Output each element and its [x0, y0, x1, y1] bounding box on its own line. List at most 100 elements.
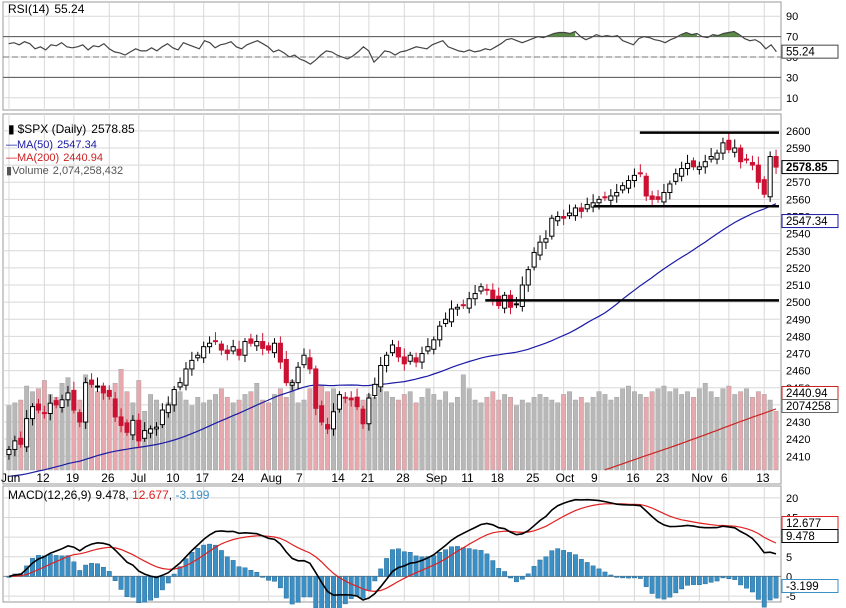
- volume-bar: [691, 397, 696, 471]
- candle-body: [749, 162, 756, 166]
- volume-bar: [573, 399, 578, 471]
- x-tick-label: 10: [166, 471, 180, 485]
- macd-value-tag: 9.478: [786, 531, 815, 543]
- candle-body: [201, 346, 207, 359]
- macd-histogram-bar: [195, 548, 201, 577]
- macd-histogram-bar: [484, 553, 490, 577]
- volume-value-tag-box: [781, 399, 839, 413]
- macd-value-tag-box: [781, 529, 839, 543]
- volume-bar: [667, 391, 673, 471]
- x-tick-label: 17: [196, 471, 210, 485]
- volume-bar: [761, 394, 767, 471]
- volume-bar: [272, 394, 277, 471]
- price-y-tick-label: 2590: [786, 143, 810, 155]
- candle-body: [289, 382, 295, 386]
- candle-body: [578, 207, 584, 212]
- macd-histogram-bar: [502, 571, 508, 577]
- candle-body: [183, 368, 189, 386]
- candle-body: [124, 422, 130, 433]
- rsi-y-tick-label: 90: [786, 11, 798, 23]
- candle-body: [212, 340, 219, 343]
- candle-body: [142, 430, 148, 439]
- ma50-value-tag: 2547.34: [786, 216, 828, 228]
- candle-body: [696, 166, 702, 170]
- candle-body: [443, 318, 449, 325]
- price-symbol-label: ▮ $SPX (Daily) 2578.85: [8, 122, 135, 136]
- volume-bar: [608, 399, 614, 471]
- price-legend: ▮ $SPX (Daily) 2578.85 —MA(50) 2547.34 —MA(…: [6, 122, 135, 177]
- volume-bar: [207, 399, 212, 471]
- rsi-value-tag: 55.24: [786, 47, 815, 59]
- volume-bar: [6, 405, 12, 471]
- candle-body: [295, 366, 301, 384]
- volume-bar: [567, 391, 572, 471]
- price-y-tick-label: 2560: [786, 194, 810, 206]
- macd-histogram-bar: [142, 576, 148, 603]
- macd-histogram-bar: [112, 576, 118, 582]
- macd-histogram-bar: [561, 550, 567, 577]
- volume-bar: [773, 411, 779, 471]
- candle-body: [543, 238, 549, 243]
- candle-body: [236, 348, 242, 356]
- macd-histogram-bar: [295, 576, 301, 603]
- candle-body: [448, 308, 455, 323]
- candle-body: [313, 368, 319, 409]
- volume-bar: [342, 397, 348, 471]
- macd-histogram-bar: [454, 546, 460, 577]
- volume-bar: [348, 399, 354, 471]
- candle-body: [743, 158, 750, 161]
- macd-signal-line: [8, 503, 777, 593]
- volume-bar: [112, 383, 118, 471]
- volume-bar: [484, 397, 490, 471]
- ma50-value-tag-box: [781, 214, 839, 229]
- candle-body: [53, 400, 59, 406]
- volume-bar: [655, 388, 661, 471]
- candle-body: [684, 162, 691, 170]
- volume-value-tag: 2074258: [786, 401, 831, 413]
- macd-histogram-bar: [449, 546, 454, 577]
- candle-body: [207, 342, 213, 348]
- x-tick-label: 25: [526, 471, 540, 485]
- volume-bar: [702, 383, 708, 471]
- macd-histogram-bar: [661, 576, 667, 600]
- volume-bar: [519, 399, 525, 471]
- volume-bar: [390, 397, 395, 471]
- volume-legend: ▮Volume 2,074,258,432: [6, 165, 123, 177]
- candle-body: [614, 192, 620, 197]
- candle-body: [159, 409, 165, 426]
- macd-histogram-bar: [177, 566, 183, 577]
- ma200-legend-value: 2440.94: [63, 152, 103, 164]
- candle-body: [136, 419, 142, 442]
- macd-histogram-bar: [761, 576, 767, 608]
- volume-bar: [77, 399, 83, 471]
- macd-histogram-bar: [537, 559, 543, 577]
- macd-histogram-bar: [708, 576, 714, 583]
- candle-body: [460, 304, 466, 307]
- volume-bar: [354, 402, 360, 471]
- macd-histogram-bar: [301, 576, 307, 598]
- price-y-tick-label: 2420: [786, 434, 810, 446]
- macd-histogram-bar: [118, 576, 124, 590]
- volume-bar: [224, 397, 230, 471]
- volume-bar: [236, 399, 242, 471]
- price-y-tick-label: 2510: [786, 280, 810, 292]
- volume-bar: [714, 397, 720, 471]
- macd-histogram-bar: [508, 576, 513, 579]
- candle-body: [525, 269, 531, 286]
- candle-body: [673, 173, 679, 182]
- volume-bar: [41, 380, 47, 471]
- candle-body: [407, 354, 413, 362]
- candle-body: [224, 349, 230, 355]
- macd-histogram-bar: [30, 557, 35, 577]
- x-tick-label: 24: [231, 471, 245, 485]
- candle-body: [106, 389, 112, 397]
- macd-histogram-bar: [755, 576, 761, 600]
- macd-histogram-bar: [714, 576, 720, 582]
- macd-histogram-bar: [171, 573, 177, 577]
- volume-bar: [767, 399, 773, 471]
- macd-histogram-bar: [277, 576, 283, 589]
- candle-body: [248, 338, 254, 344]
- candle-body: [112, 398, 118, 418]
- candle-body: [549, 217, 555, 237]
- macd-histogram-bar: [201, 544, 207, 577]
